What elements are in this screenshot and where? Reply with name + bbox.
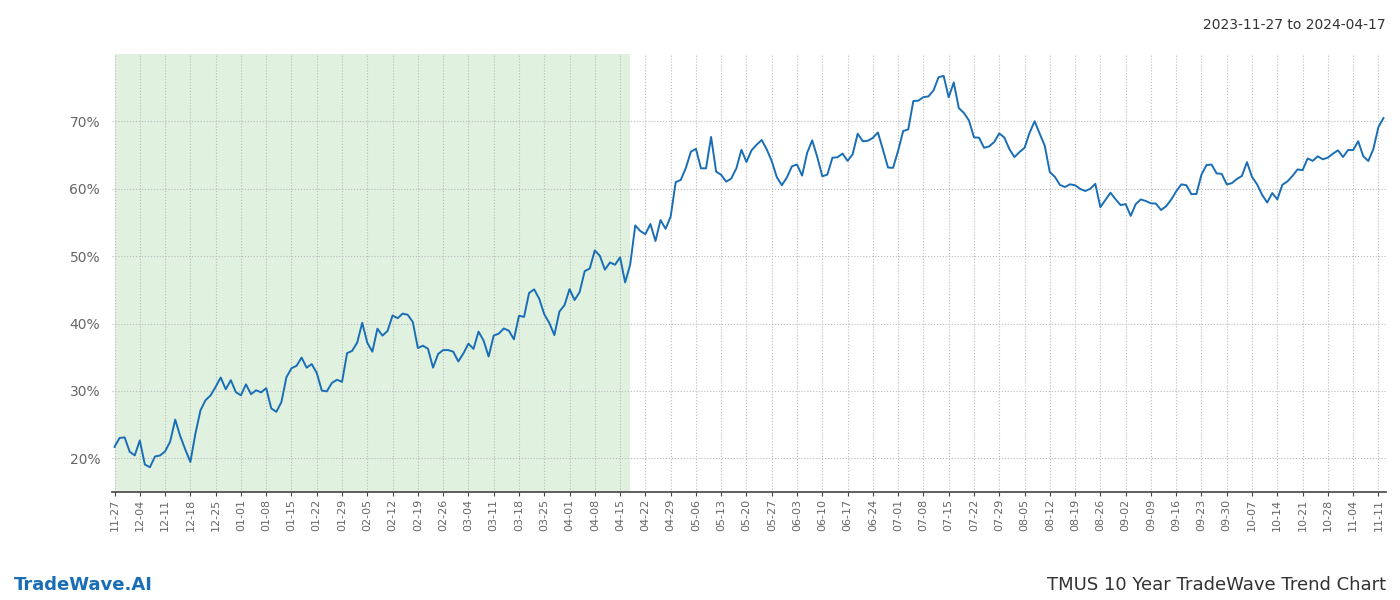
Text: TMUS 10 Year TradeWave Trend Chart: TMUS 10 Year TradeWave Trend Chart xyxy=(1047,576,1386,594)
Text: TradeWave.AI: TradeWave.AI xyxy=(14,576,153,594)
Bar xyxy=(115,54,630,492)
Text: 2023-11-27 to 2024-04-17: 2023-11-27 to 2024-04-17 xyxy=(1204,18,1386,32)
